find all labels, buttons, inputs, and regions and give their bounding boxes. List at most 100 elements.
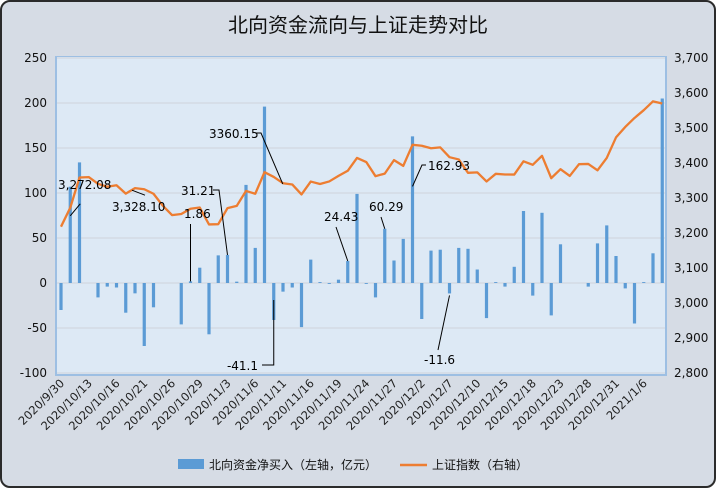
bar [392,260,396,283]
data-label: 60.29 [369,200,403,214]
bar [410,136,415,283]
bar [96,283,100,298]
annotation-leader [335,226,349,262]
bar [262,106,267,283]
right-axis-tick: 3,300 [674,191,708,205]
bar [309,259,313,283]
bar [475,269,479,283]
left-axis-tick: -100 [20,366,47,380]
bar [521,211,526,283]
data-label: -11.6 [424,353,455,367]
bar [151,283,156,308]
right-axis-tick: 3,100 [674,261,708,275]
bar [68,186,72,283]
right-axis-tick: 3,200 [674,226,708,240]
right-axis-tick: 3,400 [674,156,708,170]
legend-bar-swatch [178,459,204,469]
bar [281,283,285,292]
right-axis-tick: 3,700 [674,51,708,65]
bar [401,238,405,283]
bar [605,225,609,283]
bar [632,283,637,324]
bar [642,282,646,283]
bar [558,244,563,283]
data-label: -41.1 [227,359,258,373]
bar [531,283,535,296]
plot-area [57,57,665,374]
bar [383,228,387,283]
bar [327,283,331,284]
bar [503,283,507,287]
data-label: 3360.15 [209,127,259,141]
bar [77,162,82,283]
annotation-leader [69,203,81,217]
bar [235,281,239,283]
legend-bar-label: 北向资金净买入（左轴，亿元） [209,457,377,472]
left-axis-tick: 200 [24,96,47,110]
annotation-leader [380,216,386,229]
bar [188,281,193,283]
data-label: 24.43 [324,210,358,224]
right-axis-tick: 3,600 [674,86,708,100]
bar [457,247,461,283]
bar [318,282,322,283]
bar [225,254,230,283]
bar [540,212,544,283]
legend-line-label: 上证指数（右轴） [432,457,528,472]
left-axis-tick: 100 [24,186,47,200]
bar [207,283,211,335]
annotation-leader [262,299,275,366]
left-axis-tick: 0 [39,276,47,290]
bar [290,283,294,288]
bar [216,255,220,283]
annotation-leader [437,295,450,351]
data-label: 31.21 [181,184,215,198]
left-axis-tick: 50 [32,231,47,245]
bar [133,283,137,294]
bar [651,253,655,283]
data-label: 162.93 [428,159,470,173]
annotation-leader [412,164,426,187]
bar [447,283,452,294]
bar [105,283,109,287]
index-line [59,100,663,228]
bar [198,267,202,283]
bar [484,283,489,319]
bar [124,283,128,313]
bar [429,250,433,283]
bar [595,243,600,283]
right-axis-tick: 2,900 [674,331,708,345]
right-axis-tick: 3,500 [674,121,708,135]
bar [549,283,553,316]
bar [660,98,664,283]
bar [586,283,590,287]
legend: 北向资金净买入（左轴，亿元） 上证指数（右轴） [178,457,528,472]
data-label: 3,272.08 [58,178,111,192]
bar [420,283,424,319]
bar [364,283,368,284]
bar [142,283,146,346]
bar [355,193,359,283]
annotation-leader [131,189,146,196]
left-axis-tick: -50 [27,321,47,335]
bar [466,248,470,283]
chart-title: 北向资金流向与上证走势对比 [228,13,488,37]
left-axis-tick: 250 [24,51,47,65]
annotation-leader [255,132,284,185]
data-label: 3,328.10 [112,200,165,214]
bar [623,283,627,289]
bar [299,283,304,328]
bar [614,256,618,283]
data-label: 1.86 [184,207,211,221]
bar [59,283,63,310]
left-axis-tick: 150 [24,141,47,155]
bar [494,282,498,283]
bar [253,247,257,283]
bar [179,283,183,325]
bar [244,184,248,283]
right-axis-tick: 2,800 [674,366,708,380]
right-axis-tick: 3,000 [674,296,708,310]
bar [336,279,341,283]
annotation-leader [213,189,228,255]
